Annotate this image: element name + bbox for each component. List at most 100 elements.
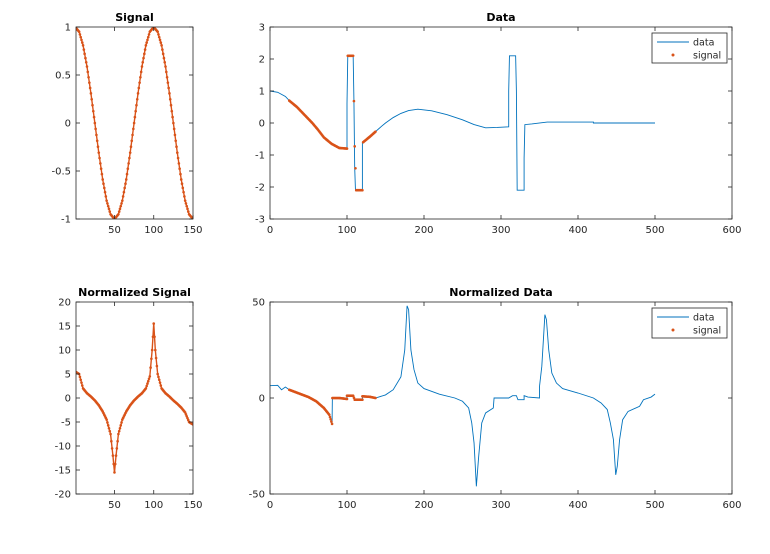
y-tick-label: 1 <box>65 23 71 34</box>
data-point <box>351 54 355 58</box>
data-point <box>114 454 118 457</box>
y-tick-label: -5 <box>61 418 71 429</box>
data-point <box>117 432 120 436</box>
data-point <box>90 97 94 101</box>
x-tick-label: 500 <box>645 225 664 236</box>
data-point <box>77 30 81 34</box>
data-point <box>111 454 115 457</box>
data-point <box>182 190 185 194</box>
data-point <box>125 172 129 176</box>
data-point <box>185 204 189 208</box>
data-point <box>353 145 357 148</box>
data-point <box>168 97 172 101</box>
data-point <box>351 394 355 397</box>
data-point <box>128 156 131 160</box>
data-point <box>161 52 165 56</box>
data-point <box>179 172 182 176</box>
data-point <box>142 56 145 60</box>
data-point <box>175 145 178 149</box>
data-point <box>82 48 86 51</box>
y-tick-label: 5 <box>65 370 71 381</box>
legend-box <box>651 307 728 339</box>
data-point <box>171 115 174 119</box>
data-point <box>165 70 168 74</box>
legend-label: data <box>693 313 714 324</box>
data-point <box>80 41 84 44</box>
x-tick-label: 0 <box>267 500 273 511</box>
data-point <box>133 115 137 119</box>
data-point <box>120 202 123 205</box>
data-point <box>123 186 126 190</box>
y-tick-label: -1 <box>61 215 71 226</box>
data-point <box>150 348 154 352</box>
series-markers-signal <box>287 54 377 192</box>
data-point <box>170 109 174 113</box>
data-point <box>102 182 105 185</box>
data-point <box>163 61 167 64</box>
y-tick-label: 1 <box>259 87 265 98</box>
y-tick-label: 3 <box>259 23 265 34</box>
y-tick-label: 15 <box>58 322 71 333</box>
y-tick-label: 20 <box>58 298 71 309</box>
y-tick-label: 0 <box>65 119 71 130</box>
data-point <box>178 167 181 171</box>
x-tick-label: 600 <box>722 500 741 511</box>
data-point <box>128 151 132 154</box>
data-point <box>106 424 110 427</box>
subplot-data: Data 0 100 200 300 400 500 600 -3 -2 -1 0 1 2 3 data si… <box>255 11 742 236</box>
x-tick-label: 600 <box>722 225 741 236</box>
data-point <box>131 133 134 137</box>
data-point <box>91 109 95 113</box>
data-point <box>78 33 82 36</box>
data-point <box>165 75 169 79</box>
chart-title: Data <box>486 11 515 24</box>
chart-title: Normalized Signal <box>78 286 191 299</box>
data-point <box>109 432 112 436</box>
data-point <box>130 139 134 143</box>
data-point <box>155 364 159 368</box>
y-tick-label: -50 <box>249 490 265 501</box>
data-point <box>184 202 188 205</box>
data-point <box>120 421 123 424</box>
data-point <box>159 41 163 44</box>
data-point <box>162 56 166 60</box>
data-point <box>183 195 186 198</box>
data-point <box>127 162 130 165</box>
data-point <box>159 384 163 387</box>
data-point <box>352 396 356 400</box>
plot-area <box>76 322 193 474</box>
y-tick-label: 10 <box>58 346 71 357</box>
data-point <box>136 92 140 95</box>
data-point <box>361 398 364 402</box>
data-point <box>134 109 137 113</box>
data-point <box>147 377 151 381</box>
data-point <box>180 182 184 185</box>
data-point <box>156 372 159 376</box>
data-point <box>156 30 159 34</box>
x-tick-label: 150 <box>183 225 202 236</box>
data-point <box>374 396 377 400</box>
data-point <box>117 429 121 433</box>
legend: data signal <box>651 32 728 64</box>
data-point <box>103 190 107 194</box>
data-point <box>158 38 162 42</box>
data-point <box>92 115 96 119</box>
data-point <box>166 81 170 84</box>
data-point <box>95 139 99 143</box>
data-point <box>121 195 125 198</box>
data-point <box>126 167 130 171</box>
x-tick-label: 50 <box>108 500 121 511</box>
data-point <box>124 182 127 185</box>
data-point <box>97 151 101 154</box>
data-point <box>98 156 101 160</box>
subplot-normalized-signal: Normalized Signal 50 100 150 -20 -15 -10 -5 0 5 1… <box>55 286 203 511</box>
data-point <box>88 86 92 90</box>
data-point <box>108 210 112 213</box>
y-tick-label: -2 <box>255 183 265 194</box>
data-point <box>101 178 104 181</box>
data-point <box>94 127 97 131</box>
legend-label: signal <box>693 326 721 337</box>
x-tick-label: 200 <box>414 225 433 236</box>
data-point <box>83 52 86 56</box>
